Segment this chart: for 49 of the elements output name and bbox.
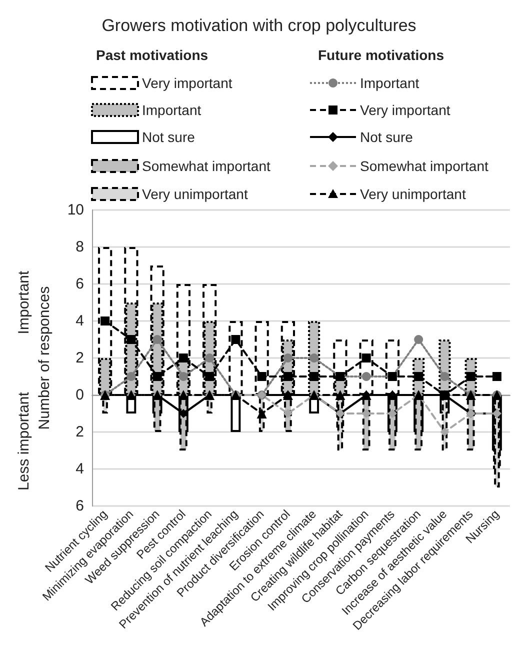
- point: [126, 335, 136, 344]
- point: [231, 335, 240, 344]
- legend-label: Somewhat important: [360, 158, 489, 174]
- point: [100, 316, 110, 326]
- point: [310, 354, 319, 362]
- y-tick-label: 10: [67, 202, 84, 218]
- point: [257, 372, 266, 381]
- legend-label: Very unimportant: [360, 186, 466, 202]
- legend-label: Not sure: [360, 129, 414, 145]
- point: [283, 409, 292, 418]
- text: Past motivations: [96, 47, 208, 63]
- y-tick-label: 0: [76, 386, 84, 404]
- point: [362, 372, 371, 381]
- point: [283, 354, 292, 362]
- legend-label: Somewhat important: [142, 158, 271, 174]
- y-tick-label: 8: [76, 238, 84, 256]
- point: [178, 354, 188, 362]
- point: [126, 372, 136, 381]
- text: Important: [16, 270, 32, 334]
- point: [440, 428, 450, 436]
- y-tick-label: 6: [76, 498, 84, 514]
- y-tick-label: 6: [76, 276, 84, 292]
- point: [440, 372, 450, 381]
- y-tick-label: 2: [76, 350, 84, 366]
- point: [205, 354, 214, 362]
- y-tick-label: 2: [76, 424, 84, 440]
- point: [335, 390, 346, 400]
- legend-label: Very important: [360, 102, 450, 118]
- point: [205, 372, 214, 381]
- text: Less important: [16, 391, 32, 490]
- point: [362, 354, 371, 362]
- y-tick-label: 4: [76, 312, 84, 330]
- legend-label: Important: [360, 75, 420, 91]
- point: [283, 372, 292, 381]
- legend-label: Very unimportant: [142, 186, 248, 202]
- point: [152, 335, 162, 344]
- y-tick-label: 4: [76, 460, 84, 478]
- chart-title: Growers motivation with crop polycultures: [102, 16, 416, 35]
- legend-label: Very important: [142, 75, 232, 91]
- legend-label: Not sure: [142, 129, 196, 145]
- point: [256, 408, 267, 418]
- point: [362, 409, 371, 418]
- point: [310, 372, 319, 381]
- point: [492, 372, 502, 381]
- point: [414, 335, 424, 344]
- point: [152, 372, 162, 381]
- legend-label: Important: [142, 102, 202, 118]
- text: Future motivations: [318, 47, 444, 63]
- y-axis-title: Number of responces: [36, 286, 53, 430]
